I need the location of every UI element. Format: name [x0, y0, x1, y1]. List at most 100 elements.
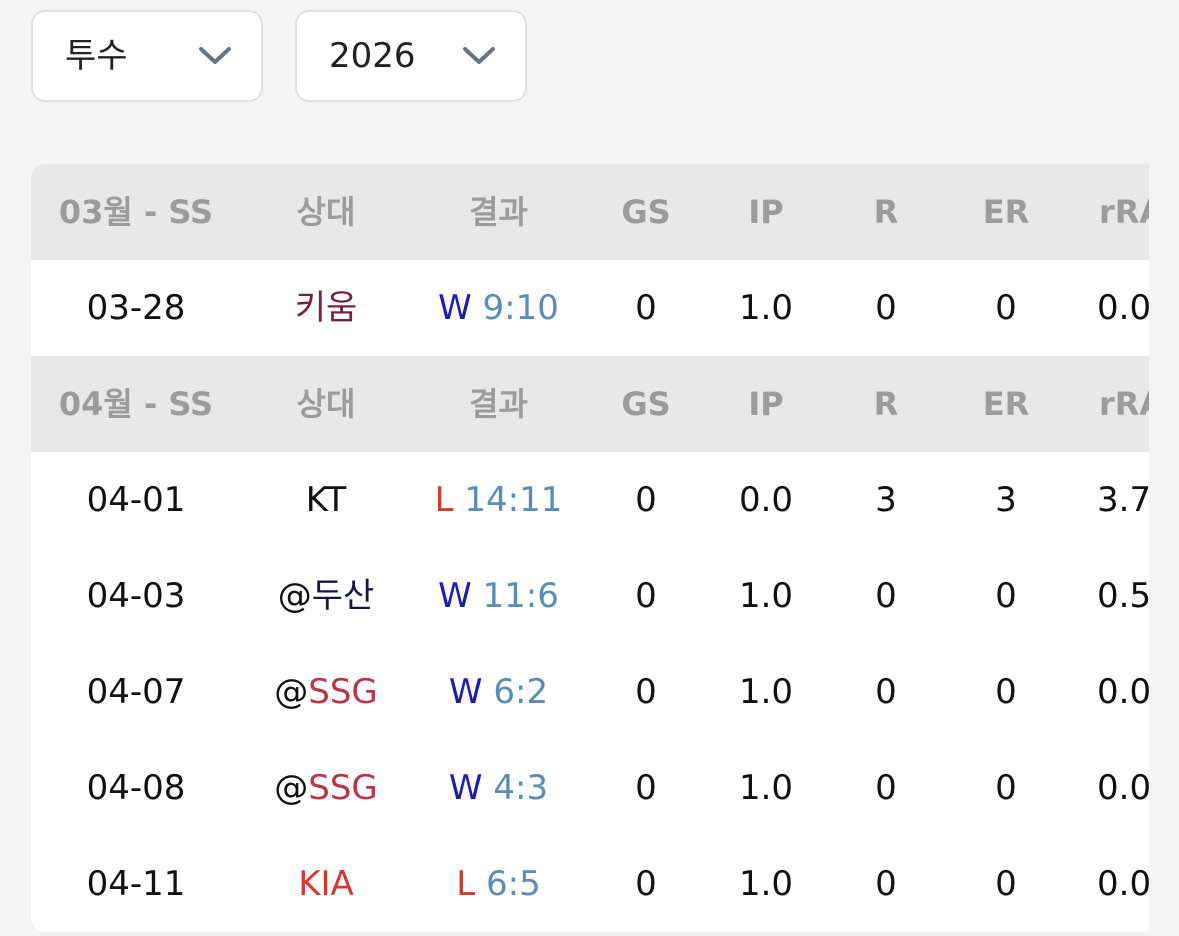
- column-header: 상대: [296, 385, 356, 423]
- games-started: 0: [635, 288, 657, 328]
- opponent-cell: @두산: [241, 548, 411, 644]
- year-select[interactable]: 2026: [295, 10, 527, 102]
- rra-value: 3.76: [1097, 480, 1149, 520]
- result-badge: L: [434, 480, 454, 520]
- innings-pitched: 1.0: [738, 768, 794, 808]
- result-cell: L 14:11: [411, 452, 586, 548]
- game-date: 04-03: [86, 576, 186, 616]
- games-started: 0: [635, 864, 657, 904]
- column-header: ER: [982, 385, 1030, 423]
- runs: 0: [875, 864, 897, 904]
- rra-value: 0.00: [1097, 672, 1149, 712]
- opponent-cell: KIA: [241, 836, 411, 932]
- result-badge: W: [438, 576, 472, 616]
- column-header: 상대: [296, 193, 356, 231]
- rra-value: 0.56: [1097, 576, 1149, 616]
- away-prefix: @: [274, 672, 309, 712]
- games-started: 0: [635, 672, 657, 712]
- result-cell: W 9:10: [411, 260, 586, 356]
- column-header: 결과: [469, 385, 528, 423]
- result-badge: W: [448, 768, 483, 808]
- result-badge: L: [456, 864, 476, 904]
- column-header: GS: [621, 385, 671, 423]
- result-cell: W 6:2: [411, 644, 586, 740]
- game-score: 9:10: [482, 288, 559, 328]
- result-cell: W 4:3: [411, 740, 586, 836]
- column-header: R: [873, 385, 899, 423]
- column-header: R: [873, 193, 899, 231]
- innings-pitched: 1.0: [738, 864, 794, 904]
- earned-runs: 0: [995, 768, 1017, 808]
- game-score: 6:2: [493, 672, 549, 712]
- result-badge: W: [448, 672, 483, 712]
- opponent-cell: @SSG: [241, 740, 411, 836]
- position-select[interactable]: 투수: [31, 10, 263, 102]
- column-header: ER: [982, 193, 1030, 231]
- opponent-cell: KT: [241, 452, 411, 548]
- column-header: GS: [621, 193, 671, 231]
- earned-runs: 0: [995, 864, 1017, 904]
- games-started: 0: [635, 480, 657, 520]
- earned-runs: 0: [995, 672, 1017, 712]
- opponent-team: KT: [305, 480, 347, 520]
- chevron-down-icon: [463, 47, 495, 64]
- opponent-team: KIA: [298, 864, 354, 904]
- game-row: 03-28 키움 W 9:10 0 1.0 0 0 0.00: [31, 260, 1149, 356]
- game-date: 04-08: [86, 768, 186, 808]
- opponent-cell: @SSG: [241, 644, 411, 740]
- game-row: 04-11 KIA L 6:5 0 1.0 0 0 0.00: [31, 836, 1149, 932]
- position-select-value: 투수: [65, 36, 128, 76]
- section-month-label: 04월 - SS: [58, 385, 214, 423]
- earned-runs: 0: [995, 288, 1017, 328]
- column-header: rRA: [1099, 193, 1149, 231]
- games-started: 0: [635, 768, 657, 808]
- opponent-team: 키움: [294, 288, 358, 328]
- runs: 3: [875, 480, 897, 520]
- year-select-value: 2026: [329, 36, 416, 76]
- earned-runs: 3: [995, 480, 1017, 520]
- opponent-team: SSG: [308, 768, 378, 808]
- table-header-row: 03월 - SS 상대 결과 GS IP R ER rRA: [31, 164, 1149, 260]
- away-prefix: @: [274, 768, 309, 808]
- result-cell: W 11:6: [411, 548, 586, 644]
- opponent-team: SSG: [308, 672, 378, 712]
- rra-value: 0.00: [1097, 768, 1149, 808]
- games-started: 0: [635, 576, 657, 616]
- game-date: 03-28: [86, 288, 186, 328]
- column-header: rRA: [1099, 385, 1149, 423]
- opponent-cell: 키움: [241, 260, 411, 356]
- result-badge: W: [438, 288, 472, 328]
- innings-pitched: 1.0: [738, 288, 794, 328]
- section-month-label: 03월 - SS: [58, 193, 214, 231]
- game-score: 11:6: [482, 576, 559, 616]
- away-prefix: @: [277, 576, 312, 616]
- innings-pitched: 1.0: [738, 672, 794, 712]
- runs: 0: [875, 288, 897, 328]
- game-row: 04-01 KT L 14:11 0 0.0 3 3 3.76: [31, 452, 1149, 548]
- column-header: IP: [748, 385, 784, 423]
- column-header: 결과: [469, 193, 528, 231]
- game-date: 04-01: [86, 480, 186, 520]
- result-cell: L 6:5: [411, 836, 586, 932]
- table-header-row: 04월 - SS 상대 결과 GS IP R ER rRA: [31, 356, 1149, 452]
- rra-value: 0.00: [1097, 288, 1149, 328]
- game-date: 04-07: [86, 672, 186, 712]
- game-date: 04-11: [86, 864, 186, 904]
- runs: 0: [875, 768, 897, 808]
- innings-pitched: 0.0: [738, 480, 794, 520]
- chevron-down-icon: [199, 47, 231, 64]
- game-score: 14:11: [464, 480, 563, 520]
- game-score: 6:5: [486, 864, 541, 904]
- earned-runs: 0: [995, 576, 1017, 616]
- game-score: 4:3: [493, 768, 549, 808]
- runs: 0: [875, 576, 897, 616]
- innings-pitched: 1.0: [738, 576, 794, 616]
- rra-value: 0.00: [1097, 864, 1149, 904]
- runs: 0: [875, 672, 897, 712]
- column-header: IP: [748, 193, 784, 231]
- opponent-team: 두산: [311, 576, 375, 616]
